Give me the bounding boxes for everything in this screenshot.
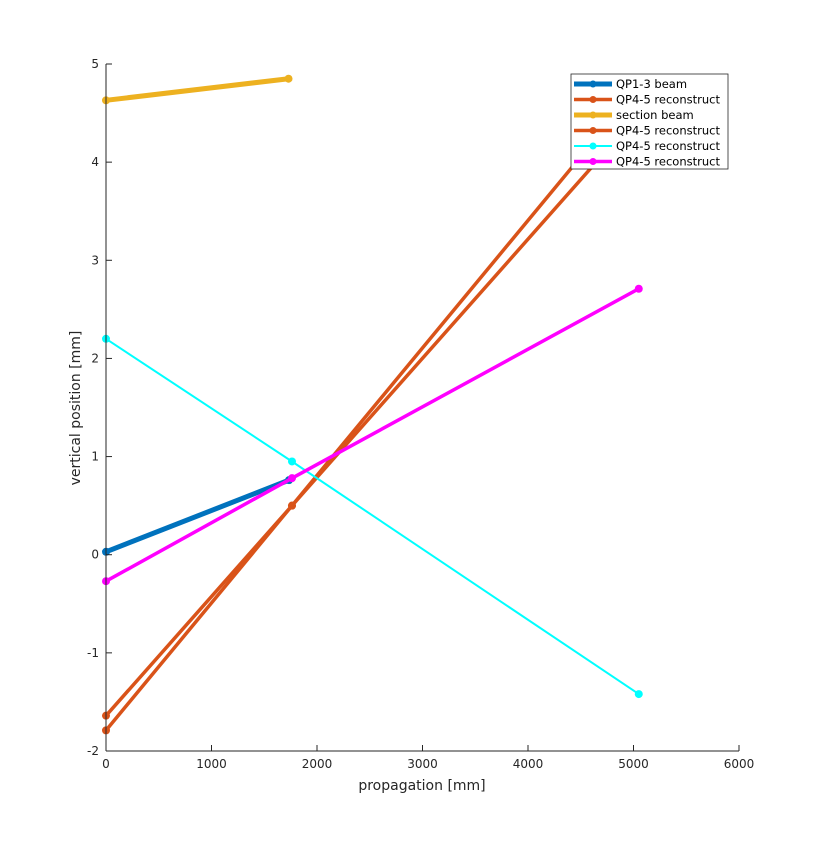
series-layer <box>102 74 643 735</box>
data-point <box>287 501 296 510</box>
series-2 <box>102 74 293 105</box>
series-3 <box>102 82 643 735</box>
series-4 <box>102 334 643 699</box>
legend-marker <box>589 127 597 134</box>
x-tick-label: 6000 <box>724 757 755 771</box>
series-line <box>105 287 640 583</box>
data-point <box>287 474 296 483</box>
legend-entry: QP1-3 beam <box>616 77 687 91</box>
y-tick-label: 4 <box>91 155 99 169</box>
y-tick-label: 5 <box>91 57 99 71</box>
y-tick-label: -2 <box>87 744 99 758</box>
x-tick-label: 0 <box>102 757 110 771</box>
legend-entry: QP4-5 reconstruct <box>616 155 720 169</box>
x-axis-label: propagation [mm] <box>358 778 485 794</box>
y-axis-label: vertical position [mm] <box>68 331 84 486</box>
x-tick-label: 4000 <box>513 757 544 771</box>
legend-marker <box>589 158 597 165</box>
legend-marker <box>589 142 597 150</box>
legend-marker <box>589 111 597 119</box>
x-tick-label: 5000 <box>618 757 649 771</box>
y-tick-label: 2 <box>91 351 99 365</box>
data-point <box>284 74 293 83</box>
legend-marker <box>589 96 597 103</box>
data-point <box>634 284 643 293</box>
series-line <box>104 112 641 717</box>
data-point <box>287 457 296 466</box>
y-tick-label: 1 <box>91 450 99 464</box>
series-line <box>105 337 640 695</box>
series-1 <box>102 110 643 720</box>
x-tick-label: 3000 <box>407 757 438 771</box>
y-tick-label: 0 <box>91 548 99 562</box>
series-5 <box>102 284 643 586</box>
legend-entry: QP4-5 reconstruct <box>616 93 720 107</box>
series-0 <box>102 476 294 556</box>
series-line <box>105 477 290 555</box>
legend-entry: section beam <box>616 108 694 122</box>
x-tick-label: 1000 <box>196 757 227 771</box>
y-tick-label: -1 <box>87 646 99 660</box>
data-point <box>634 690 643 699</box>
legend-marker <box>589 80 597 88</box>
legend-box <box>570 73 729 170</box>
x-tick-label: 2000 <box>302 757 333 771</box>
series-line <box>104 85 641 732</box>
y-tick-label: 3 <box>91 253 99 267</box>
series-line <box>105 76 289 103</box>
legend-entry: QP4-5 reconstruct <box>616 139 720 153</box>
legend-entry: QP4-5 reconstruct <box>616 124 720 138</box>
